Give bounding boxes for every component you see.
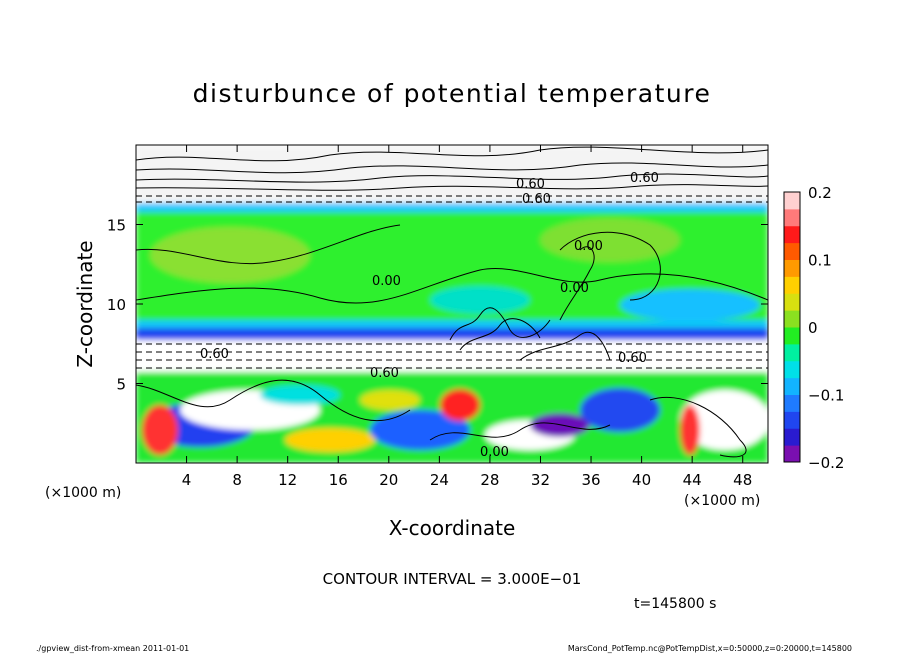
contour-green-3 bbox=[559, 231, 661, 301]
y-tick-label: 15 bbox=[107, 217, 126, 235]
y-tick-label: 10 bbox=[107, 296, 126, 314]
contour-interval-text: CONTOUR INTERVAL = 3.000E−01 bbox=[323, 570, 582, 588]
colorbar-swatch bbox=[784, 343, 800, 362]
field-white-layer bbox=[136, 340, 768, 374]
x-tick-label: 24 bbox=[430, 471, 449, 489]
y-tick-label: 5 bbox=[116, 376, 126, 394]
field-upper-cyan-band bbox=[136, 203, 768, 213]
colorbar-tick-label: 0.2 bbox=[808, 184, 832, 202]
field-lower-blue-2 bbox=[370, 410, 470, 450]
field-lower-blue-3 bbox=[580, 388, 660, 432]
contour-green-2 bbox=[136, 268, 768, 304]
colorbar-swatch bbox=[784, 310, 800, 328]
contour-green-1 bbox=[136, 224, 401, 265]
heatmap-field bbox=[136, 145, 768, 463]
x-tick-label: 48 bbox=[733, 471, 752, 489]
contour-upper-1 bbox=[136, 146, 768, 162]
contour-upper-2 bbox=[136, 162, 768, 174]
y-axis-ticks: 5 10 15 bbox=[107, 217, 768, 394]
contour-label: 0.00 bbox=[372, 274, 401, 289]
field-cool-patch bbox=[620, 289, 760, 321]
field-light-green-patch bbox=[150, 227, 310, 283]
contour-lower-1 bbox=[136, 379, 411, 422]
field-lower-white-3 bbox=[680, 390, 768, 450]
contour-lower-2 bbox=[429, 422, 611, 441]
contour-value-labels: 0.00 0.00 0.00 0.60 0.60 0.60 0.60 0.60 … bbox=[200, 171, 659, 460]
y-axis-label: Z-coordinate bbox=[73, 240, 97, 367]
contour-plume-3 bbox=[519, 332, 611, 361]
contour-plume-4 bbox=[559, 246, 595, 321]
colorbar-swatch bbox=[784, 445, 800, 463]
colorbar-tick-label: −0.1 bbox=[808, 387, 844, 405]
colorbar-tick-label: −0.2 bbox=[808, 454, 844, 472]
colorbar-tick-label: 0 bbox=[808, 319, 818, 337]
x-tick-label: 28 bbox=[480, 471, 499, 489]
colorbar-swatch bbox=[784, 360, 800, 379]
contour-plume-1 bbox=[449, 307, 551, 341]
footer-left-text: ./gpview_dist-from-xmean 2011-01-01 bbox=[36, 644, 189, 653]
field-lower-red-1 bbox=[142, 405, 178, 455]
field-cyan-band bbox=[136, 320, 768, 328]
x-tick-label: 32 bbox=[531, 471, 550, 489]
x-tick-label: 8 bbox=[232, 471, 242, 489]
colorbar-swatch bbox=[784, 411, 800, 429]
x-axis-label: X-coordinate bbox=[389, 516, 516, 540]
contour-label: 0.00 bbox=[574, 239, 603, 254]
contour-label: 0.60 bbox=[370, 366, 399, 381]
contour-label: 0.00 bbox=[560, 281, 589, 296]
time-text: t=145800 s bbox=[634, 596, 716, 612]
contour-upper-3 bbox=[136, 173, 768, 183]
colorbar-swatch bbox=[784, 259, 800, 277]
colorbar-tick-label: 0.1 bbox=[808, 252, 832, 270]
x-tick-label: 36 bbox=[581, 471, 600, 489]
colorbar-swatch bbox=[784, 208, 800, 227]
field-lower-red-2 bbox=[440, 389, 480, 421]
colorbar-swatch bbox=[784, 377, 800, 395]
field-lower-cyan bbox=[260, 385, 340, 405]
x-tick-label: 16 bbox=[329, 471, 348, 489]
contour-lower-3 bbox=[649, 396, 747, 458]
plot-area: 0.00 0.00 0.00 0.60 0.60 0.60 0.60 0.60 … bbox=[136, 145, 768, 463]
x-tick-label: 40 bbox=[632, 471, 651, 489]
colorbar-swatch bbox=[784, 428, 800, 446]
field-blue-band bbox=[136, 326, 768, 340]
x-tick-label: 4 bbox=[182, 471, 192, 489]
x-tick-label: 20 bbox=[379, 471, 398, 489]
field-lower-yellow-2 bbox=[360, 390, 420, 410]
contour-label: 0.00 bbox=[480, 445, 509, 460]
contour-plume-2 bbox=[459, 318, 541, 351]
x-tick-label: 12 bbox=[278, 471, 297, 489]
x-unit-label-right: (×1000 m) bbox=[684, 493, 760, 509]
colorbar-swatch bbox=[784, 242, 800, 260]
contour-label: 0.60 bbox=[618, 351, 647, 366]
x-axis-ticks: 4 8 12 16 20 24 28 32 36 40 44 48 bbox=[182, 145, 752, 489]
footer-right-text: MarsCond_PotTemp.nc@PotTempDist,x=0:5000… bbox=[568, 644, 852, 653]
colorbar-swatch bbox=[784, 327, 800, 345]
contour-label: 0.60 bbox=[516, 177, 545, 192]
field-lower-yellow-1 bbox=[285, 428, 375, 452]
contour-label: 0.60 bbox=[522, 192, 551, 207]
field-lower-red-3 bbox=[680, 405, 700, 455]
contour-lines bbox=[136, 146, 768, 458]
colorbar-swatch bbox=[784, 276, 800, 294]
x-unit-label-left: (×1000 m) bbox=[45, 485, 121, 501]
colorbar-swatch bbox=[784, 293, 800, 311]
field-light-green-patch-2 bbox=[540, 218, 680, 262]
chart-title: disturbunce of potential temperature bbox=[193, 79, 712, 108]
colorbar-swatch bbox=[784, 394, 800, 412]
colorbar-ticks: 0.2 0.1 0 −0.1 −0.2 bbox=[808, 184, 844, 472]
contour-label: 0.60 bbox=[630, 171, 659, 186]
colorbar-frame bbox=[783, 191, 801, 463]
colorbar-swatch bbox=[784, 225, 800, 244]
colorbar bbox=[784, 192, 800, 463]
colorbar-swatch bbox=[784, 192, 800, 210]
contour-upper-4 bbox=[136, 184, 768, 191]
field-cool-patch-2 bbox=[430, 286, 530, 314]
x-tick-label: 44 bbox=[683, 471, 702, 489]
contour-label: 0.60 bbox=[200, 347, 229, 362]
